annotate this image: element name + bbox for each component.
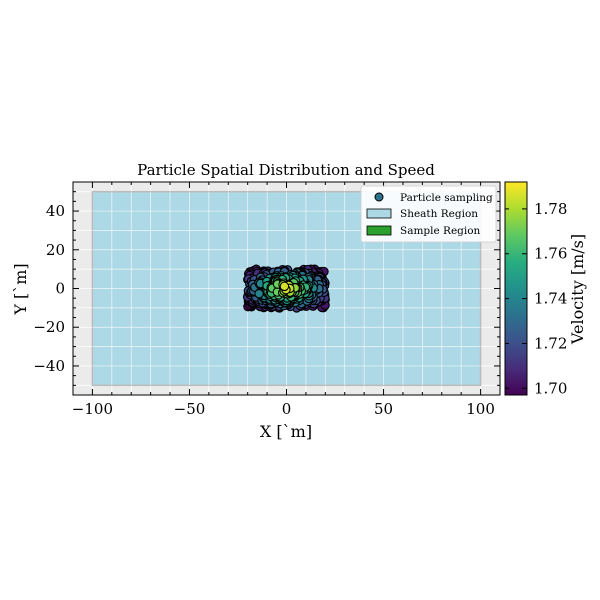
chart-title: Particle Spatial Distribution and Speed xyxy=(137,161,435,179)
particle-point xyxy=(279,281,290,292)
x-axis-ticks: −100 −50 0 50 100 xyxy=(72,182,501,418)
y-tick-label: −20 xyxy=(33,318,65,336)
legend-patch-sample xyxy=(366,225,392,236)
legend: Particle sampling Sheath Region Sample R… xyxy=(360,185,497,243)
legend-label-sample: Sample Region xyxy=(400,225,481,237)
x-axis-label: X [`m] xyxy=(260,422,312,441)
colorbar-label: Velocity [m/s] xyxy=(568,234,587,345)
x-tick-label: 0 xyxy=(282,400,292,418)
y-tick-label: 20 xyxy=(46,241,65,259)
legend-marker-particle xyxy=(374,192,384,202)
colorbar-tick-label: 1.74 xyxy=(534,290,567,308)
legend-label-sheath: Sheath Region xyxy=(400,208,478,220)
legend-box xyxy=(360,185,497,243)
legend-label-particle: Particle sampling xyxy=(400,192,493,204)
colorbar-tick-label: 1.78 xyxy=(534,200,567,218)
x-tick-label: 50 xyxy=(374,400,393,418)
y-tick-label: −40 xyxy=(33,357,65,375)
colorbar-tick-label: 1.76 xyxy=(534,245,567,263)
x-tick-label: −100 xyxy=(72,400,113,418)
legend-patch-sheath xyxy=(366,208,392,219)
colorbar-ticks: 1.70 1.72 1.74 1.76 1.78 xyxy=(505,200,567,397)
particle-point xyxy=(254,288,264,299)
y-axis-label: Y [`m] xyxy=(11,263,30,315)
y-axis-ticks: −40 −20 0 20 40 xyxy=(33,191,500,386)
y-tick-label: 0 xyxy=(55,280,65,298)
particle-scatter xyxy=(242,264,330,313)
colorbar-tick-label: 1.72 xyxy=(534,334,567,352)
colorbar xyxy=(504,181,528,396)
colorbar-tick-label: 1.70 xyxy=(534,379,567,397)
x-tick-label: −50 xyxy=(174,400,206,418)
y-tick-label: 40 xyxy=(46,202,65,220)
x-tick-label: 100 xyxy=(466,400,495,418)
